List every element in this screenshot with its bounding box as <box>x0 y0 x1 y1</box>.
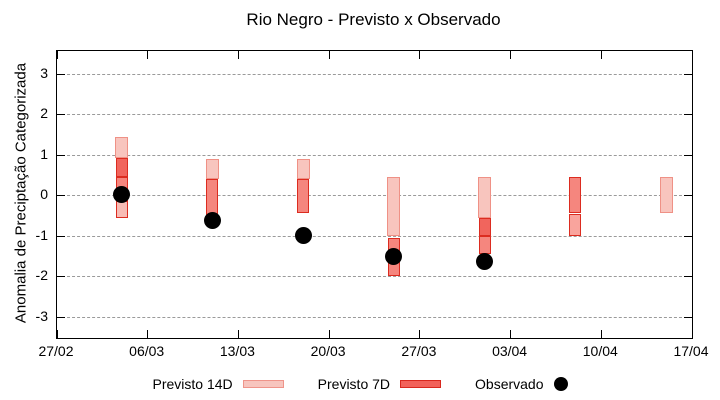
legend-swatch-previsto-14d <box>242 380 284 388</box>
x-tickmark <box>147 51 149 59</box>
gridline <box>57 235 692 237</box>
x-tickmark <box>510 51 512 59</box>
legend: Previsto 14D Previsto 7D Observado <box>0 376 720 392</box>
x-tick-label: 17/04 <box>673 343 709 359</box>
x-tickmark <box>691 330 693 338</box>
previsto-7d-segment <box>115 200 128 218</box>
x-tickmark <box>600 51 602 59</box>
previsto-14d-segment <box>659 177 673 214</box>
previsto-7d-segment <box>478 217 491 236</box>
y-tick-label: -2 <box>35 267 48 284</box>
plot-area <box>56 50 693 339</box>
gridline <box>57 276 692 278</box>
legend-label-observado: Observado <box>475 376 544 392</box>
legend-label-previsto-14d: Previsto 14D <box>152 376 233 392</box>
y-tickmark <box>684 73 692 75</box>
x-tickmark <box>328 51 330 59</box>
observado-point <box>113 185 131 203</box>
y-tick-label: -1 <box>35 226 48 243</box>
y-tick-label: 1 <box>40 145 48 162</box>
x-tickmark <box>600 330 602 338</box>
previsto-14d-segment <box>115 136 129 158</box>
y-tickmark <box>684 235 692 237</box>
x-tick-label: 06/03 <box>129 343 165 359</box>
legend-item-observado: Observado <box>475 376 568 392</box>
gridline <box>57 316 692 318</box>
y-tickmark <box>57 195 65 197</box>
x-tickmark <box>328 330 330 338</box>
previsto-7d-segment <box>569 177 582 214</box>
y-tickmark <box>57 276 65 278</box>
previsto-7d-segment <box>478 235 491 254</box>
x-tickmark <box>56 330 58 338</box>
previsto-14d-segment <box>296 158 310 179</box>
previsto-14d-segment <box>205 158 219 179</box>
previsto-7d-segment <box>206 178 219 216</box>
y-tickmark <box>57 114 65 116</box>
x-tick-label: 13/03 <box>219 343 255 359</box>
legend-item-previsto-14d: Previsto 14D <box>153 376 284 392</box>
legend-swatch-previsto-7d <box>400 380 442 388</box>
y-tickmark <box>57 316 65 318</box>
x-tickmark <box>419 330 421 338</box>
x-tick-label: 27/03 <box>401 343 437 359</box>
previsto-7d-segment <box>115 157 128 178</box>
y-tick-label: 0 <box>40 186 48 203</box>
previsto-7d-segment <box>297 178 310 214</box>
x-tickmark <box>147 330 149 338</box>
previsto-7d-segment <box>569 213 582 236</box>
x-tick-label: 20/03 <box>310 343 346 359</box>
x-tick-label: 03/04 <box>492 343 528 359</box>
gridline <box>57 73 692 75</box>
gridline <box>57 154 692 156</box>
x-tickmark <box>419 51 421 59</box>
legend-item-previsto-7d: Previsto 7D <box>317 376 442 392</box>
y-tick-label: -3 <box>35 307 48 324</box>
y-tickmark <box>684 114 692 116</box>
y-tickmark <box>684 316 692 318</box>
legend-dot-observado <box>553 377 568 391</box>
y-tickmark <box>684 154 692 156</box>
x-tickmark <box>56 51 58 59</box>
previsto-14d-segment <box>387 177 401 236</box>
y-tickmark <box>684 276 692 278</box>
y-tick-label: 2 <box>40 105 48 122</box>
x-tick-label: 10/04 <box>582 343 618 359</box>
observado-point <box>476 252 494 270</box>
legend-label-previsto-7d: Previsto 7D <box>317 376 391 392</box>
observado-point <box>385 248 403 266</box>
y-tickmark <box>684 195 692 197</box>
y-tickmark <box>57 235 65 237</box>
gridline <box>57 114 692 116</box>
x-tickmark <box>237 51 239 59</box>
y-tickmark <box>57 154 65 156</box>
previsto-14d-segment <box>478 177 492 218</box>
gridline <box>57 195 692 197</box>
observado-point <box>294 227 312 245</box>
x-tick-label: 27/02 <box>38 343 74 359</box>
x-tickmark <box>237 330 239 338</box>
y-tickmark <box>57 73 65 75</box>
x-tickmark <box>510 330 512 338</box>
observado-point <box>203 211 221 229</box>
x-tickmark <box>691 51 693 59</box>
chart-title: Rio Negro - Previsto x Observado <box>246 10 501 29</box>
y-tick-label: 3 <box>40 65 48 81</box>
